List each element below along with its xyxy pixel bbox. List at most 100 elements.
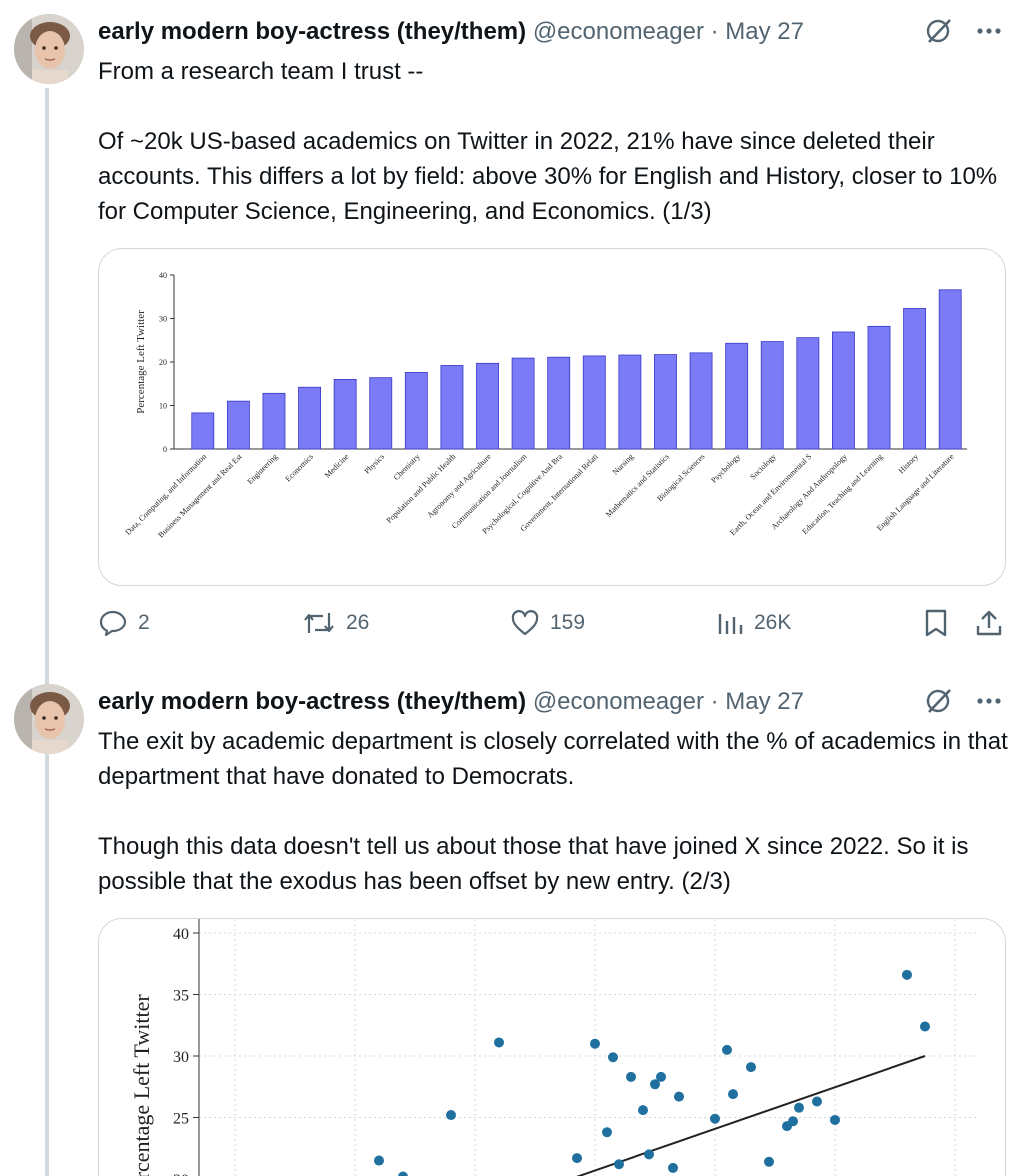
x-tick-label: Archaeology And Anthropology [770,452,849,531]
scatter-point [794,1102,804,1113]
share-icon [976,610,1002,636]
tweet-header: early modern boy-actress (they/them) @ec… [98,16,804,48]
x-tick-label: Agronomy and Agriculture [425,452,493,520]
x-tick-label: Chemistry [392,452,422,482]
bar [547,356,571,450]
bar [298,386,322,450]
x-tick-label: History [897,452,920,475]
scatter-point [722,1044,732,1055]
y-tick-label: 40 [159,271,167,280]
more-icon[interactable] [974,686,1004,716]
y-tick-label: 25 [173,1111,189,1128]
bar [404,372,428,450]
author-handle[interactable]: @economeager [532,688,704,715]
scatter-point [764,1156,774,1167]
x-tick-label: Nursing [611,452,636,477]
tweet-text: From a research team I trust -- Of ~20k … [98,54,1008,229]
bar [867,325,891,450]
tweet-date[interactable]: May 27 [725,18,804,45]
bar [654,354,677,450]
scatter-point [902,969,912,980]
repost-button[interactable]: 26 [302,608,369,638]
y-tick-label: 0 [163,445,167,454]
y-tick-label: 20 [173,1172,189,1176]
separator-dot: · [710,18,719,45]
y-tick-label: 10 [159,402,167,411]
reply-button[interactable]: 2 [98,608,150,638]
avatar[interactable] [14,14,84,84]
author-name[interactable]: early modern boy-actress (they/them) [98,688,527,715]
bar [796,337,820,450]
x-tick-label: Population and Public Health [385,452,458,525]
x-tick-label: Mathematics and Statistics [604,452,671,519]
scatter-point [656,1071,666,1082]
scatter-point [674,1091,684,1102]
scatter-point [644,1149,654,1160]
y-axis-label: Percentage Left Twitter [129,994,154,1176]
x-tick-label: Physics [363,452,387,476]
tweet-2[interactable]: early modern boy-actress (they/them) @ec… [0,670,1018,1176]
x-tick-label: Economics [283,452,314,483]
views-icon [718,614,743,634]
bar [618,354,642,450]
y-tick-label: 30 [159,315,167,324]
author-handle[interactable]: @economeager [532,18,704,45]
header-icons [924,16,1004,46]
scatter-point [446,1110,456,1121]
trend-line [576,1055,926,1176]
tweet-paragraph: The exit by academic department is close… [98,728,1008,790]
tweet-text: The exit by academic department is close… [98,724,1008,899]
scatter-chart: 40 35 30 25 20 Percentage Left Twitter [129,919,979,1176]
tweet-actions: 2 26 159 26K [98,608,1008,648]
scatter-point [614,1159,624,1170]
heart-icon [511,610,539,636]
bar [476,362,499,450]
scatter-point [830,1114,840,1125]
bar [760,341,784,450]
author-name[interactable]: early modern boy-actress (they/them) [98,18,527,45]
separator-dot: · [710,688,719,715]
scatter-point [788,1116,798,1127]
x-tick-label: Sociology [748,452,777,481]
bar [903,308,927,450]
bar [226,400,250,450]
y-tick-label: 40 [173,926,189,943]
y-tick-label: 35 [173,988,189,1005]
grok-icon[interactable] [924,686,954,716]
y-tick-label: 20 [159,358,167,367]
like-button[interactable]: 159 [510,608,585,638]
bar [689,352,713,450]
more-icon[interactable] [974,16,1004,46]
tweet-date[interactable]: May 27 [725,688,804,715]
bookmark-icon [925,609,947,637]
x-tick-label: Engineering [245,452,279,486]
y-axis-label: Percentage Left Twitter [135,310,147,414]
bar-chart-image[interactable]: 0 10 20 30 40 Percentage Left Twitter Data, Co… [98,248,1006,586]
scatter-point [590,1038,600,1049]
x-tick-label: English Language and Literature [875,452,956,533]
views-button[interactable]: 26K [716,608,791,638]
scatter-point [812,1096,822,1107]
bar [831,331,855,450]
tweet-paragraph: Of ~20k US-based academics on Twitter in… [98,128,998,225]
repost-count: 26 [346,611,370,634]
like-count: 159 [550,611,586,634]
scatter-point [920,1021,930,1032]
scatter-point [650,1079,660,1090]
avatar[interactable] [14,684,84,754]
bar [369,377,393,450]
share-button[interactable] [974,608,1004,638]
scatter-point [608,1052,618,1063]
y-tick-label: 30 [173,1049,189,1066]
views-count: 26K [754,611,792,634]
tweet-1[interactable]: early modern boy-actress (they/them) @ec… [0,0,1018,660]
scatter-chart-image[interactable]: 40 35 30 25 20 Percentage Left Twitter [98,918,1006,1176]
x-tick-label: Medicine [323,452,351,480]
scatter-point [602,1127,612,1138]
grok-icon[interactable] [924,16,954,46]
avatar-image [14,14,84,84]
bookmark-button[interactable] [922,608,950,638]
avatar-image [14,684,84,754]
scatter-point [728,1089,738,1100]
